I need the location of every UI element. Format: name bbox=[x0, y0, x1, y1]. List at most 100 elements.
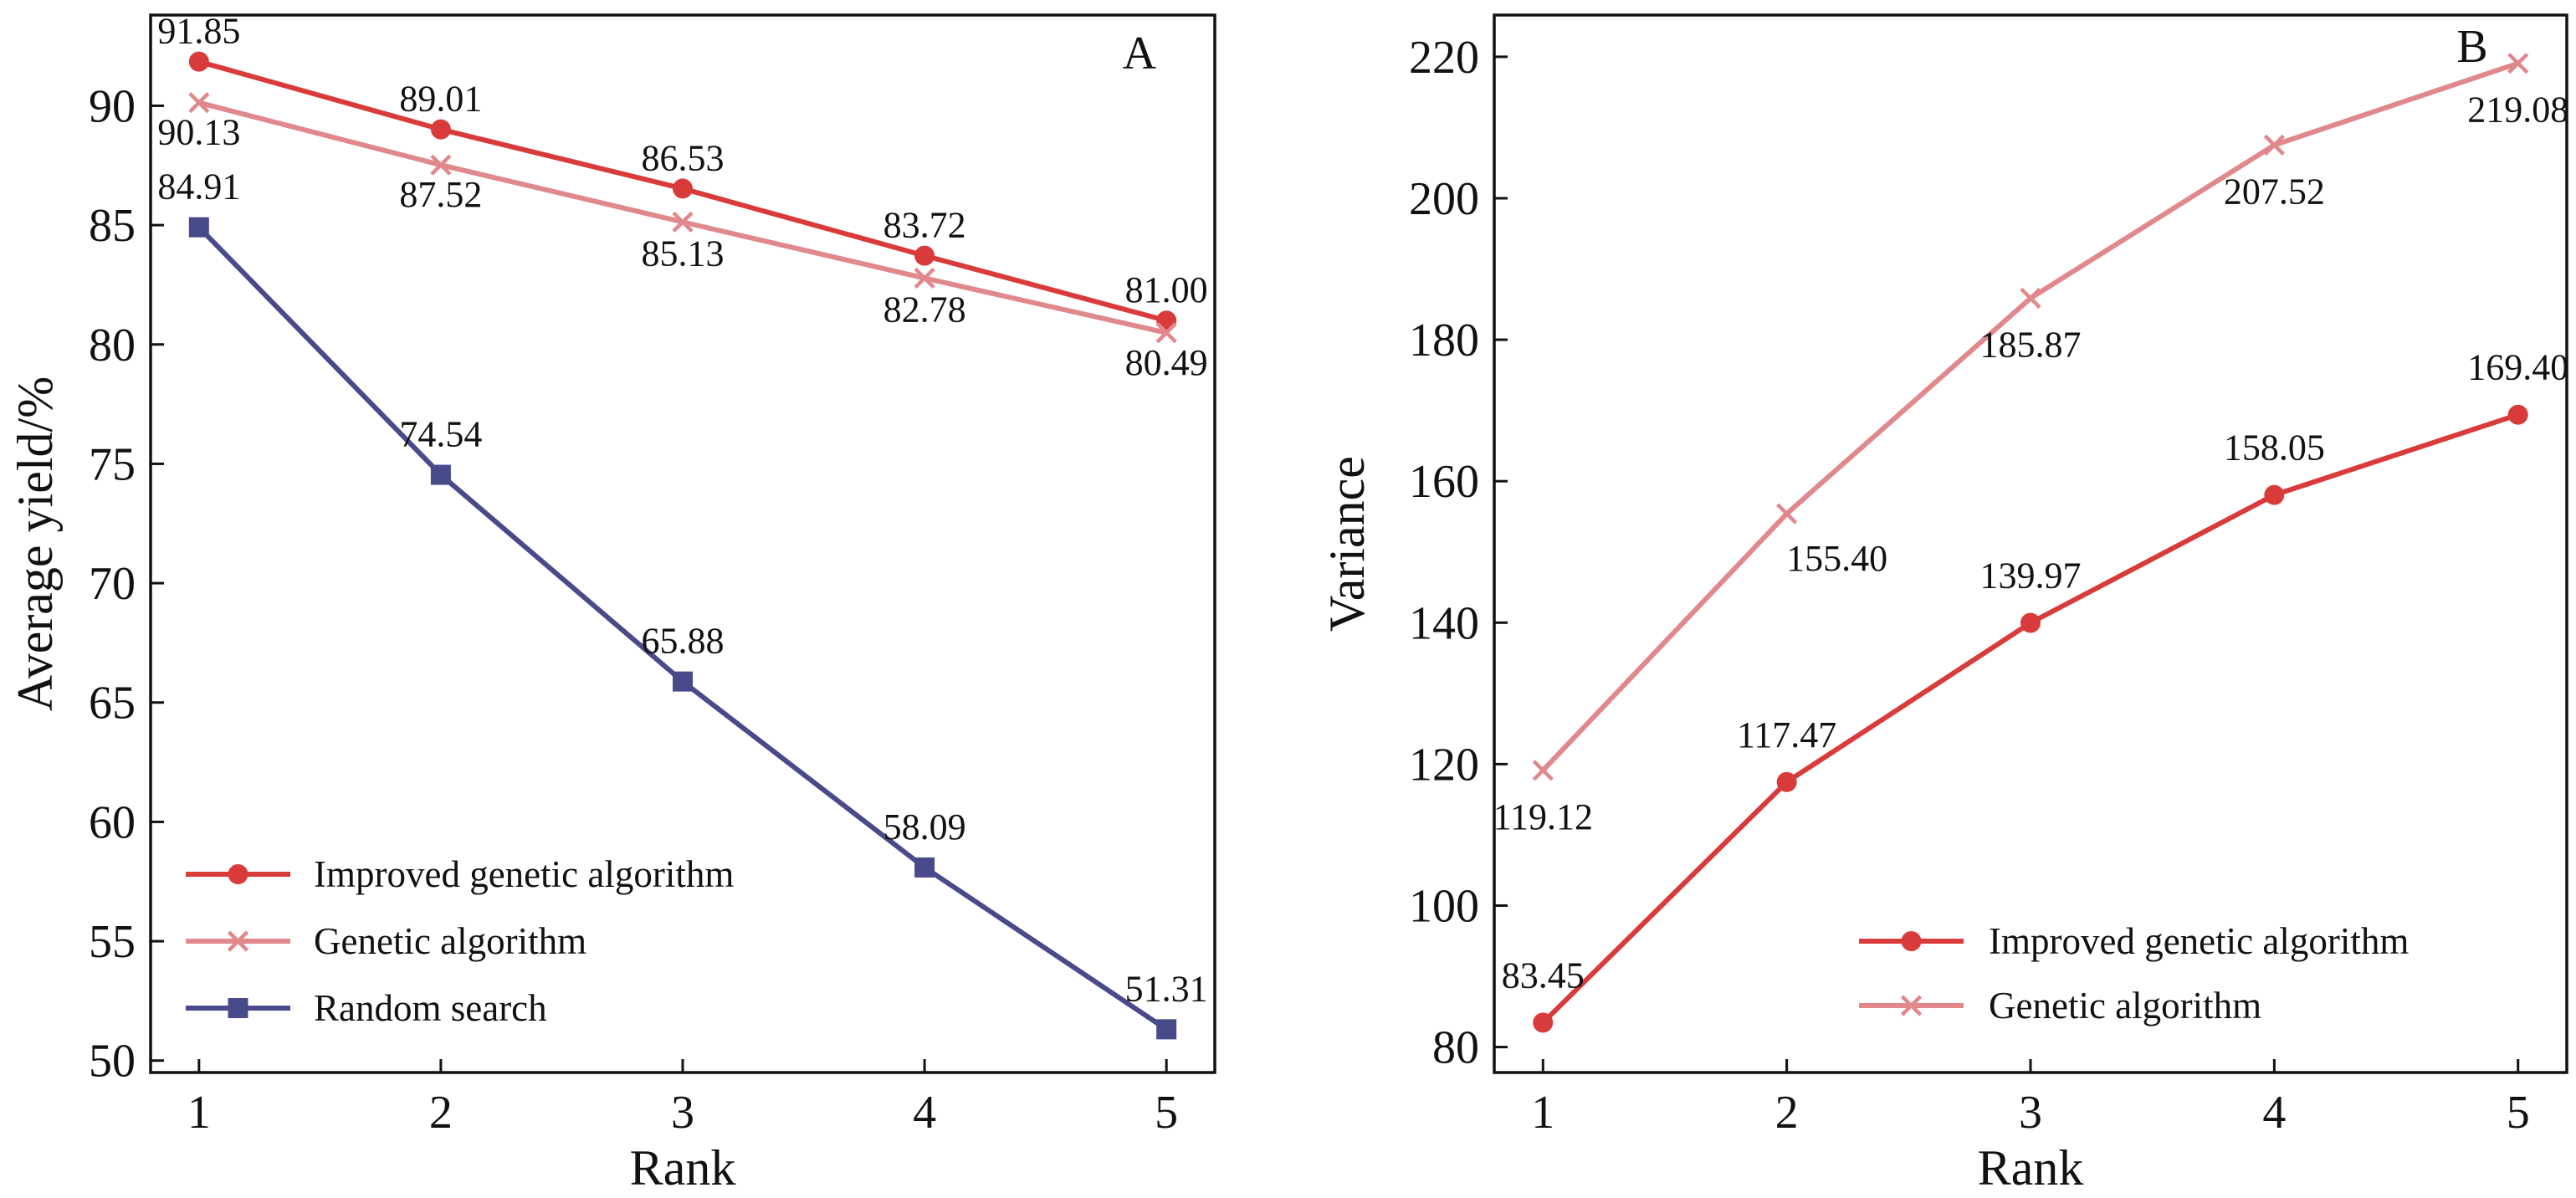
panel-a-series-2-data-label: 84.91 bbox=[157, 166, 240, 207]
panel-b-y-tick-label: 220 bbox=[1409, 32, 1479, 84]
panel-b-series-0-data-label: 117.47 bbox=[1737, 714, 1836, 755]
panel-a-series-1-point-stroke-b bbox=[1155, 322, 1177, 344]
panel-a-y-tick-label: 90 bbox=[89, 80, 136, 132]
panel-a-series-0-data-label: 86.53 bbox=[642, 137, 725, 178]
panel-a-x-tick-label: 3 bbox=[671, 1087, 694, 1139]
panel-a-legend-label: Improved genetic algorithm bbox=[314, 853, 734, 895]
panel-b-series-1-point bbox=[2507, 53, 2529, 74]
panel-b-letter: B bbox=[2456, 21, 2487, 73]
panel-a-legend-label: Genetic algorithm bbox=[314, 920, 586, 962]
panel-a-legend-marker bbox=[228, 864, 248, 884]
panel-a-y-tick-label: 65 bbox=[89, 678, 136, 730]
panel-a-x-tick-label: 1 bbox=[187, 1087, 211, 1139]
panel-a-series-2-data-label: 74.54 bbox=[399, 414, 482, 455]
panel-b-x-tick-label: 2 bbox=[1775, 1087, 1799, 1139]
panel-a-series-2-point bbox=[430, 464, 451, 485]
panel-b-x-tick-label: 5 bbox=[2507, 1087, 2530, 1139]
panel-b-y-tick-label: 160 bbox=[1409, 456, 1479, 508]
panel-a-series-0-point bbox=[673, 178, 693, 199]
panel-a-series-2-point bbox=[1156, 1019, 1177, 1040]
panel-a-series-1-data-label: 90.13 bbox=[157, 112, 240, 153]
panel-a-y-tick-label: 70 bbox=[89, 558, 136, 610]
panel-a-series-1-point-stroke-b bbox=[914, 267, 935, 289]
panel-b-series-0-point bbox=[1776, 771, 1797, 792]
panel-a-y-tick-label: 75 bbox=[89, 438, 136, 490]
panel-b-series-1-point bbox=[1532, 760, 1554, 781]
panel-a-series-1-point bbox=[1155, 322, 1177, 344]
panel-b-series-1-data-label: 219.08 bbox=[2467, 90, 2568, 131]
panel-a-series-0-data-label: 81.00 bbox=[1125, 269, 1208, 310]
panel-b-y-axis-title: Variance bbox=[1319, 456, 1375, 632]
panel-b-series-1-point-stroke-b bbox=[1776, 503, 1798, 525]
panel-a-legend-label: Random search bbox=[314, 987, 547, 1029]
panel-a-letter: A bbox=[1123, 28, 1157, 79]
panel-a-series-0-point bbox=[188, 51, 209, 72]
panel-a-series-1-point bbox=[914, 267, 935, 289]
panel-a-legend-marker-stroke-b bbox=[227, 930, 249, 952]
panel-b-series-1-data-label: 185.87 bbox=[1980, 324, 2082, 365]
panel-a-series-1-data-label: 80.49 bbox=[1125, 342, 1208, 383]
panel-b-series-1-data-label: 207.52 bbox=[2224, 171, 2325, 212]
panel-a-series-2-point bbox=[673, 671, 693, 692]
panel-b-series-1-data-label: 119.12 bbox=[1493, 796, 1593, 837]
panel-a-x-tick-label: 2 bbox=[429, 1087, 453, 1139]
panel-a-series-0-data-label: 83.72 bbox=[883, 205, 966, 246]
panel-a-series-2-data-label: 51.31 bbox=[1125, 968, 1208, 1009]
panel-a-series-1-data-label: 82.78 bbox=[883, 289, 966, 330]
panel-b-series-0-point bbox=[2020, 612, 2041, 633]
panel-a-x-axis-title: Rank bbox=[630, 1140, 736, 1195]
panel-a-series-0-point bbox=[430, 119, 451, 140]
panel-a-series-2-data-label: 65.88 bbox=[642, 621, 725, 662]
panel-b-legend-label: Improved genetic algorithm bbox=[1989, 920, 2409, 962]
panel-b-series-1-point-stroke-b bbox=[1532, 760, 1554, 781]
panel-b-series-0-point bbox=[2264, 484, 2285, 505]
panel-a-legend-marker bbox=[228, 998, 248, 1018]
panel-a-series-2-data-label: 58.09 bbox=[883, 806, 966, 847]
panel-b-legend-marker bbox=[1900, 995, 1923, 1016]
panel-a-series-1-point bbox=[188, 92, 210, 114]
panel-a-legend-marker bbox=[227, 930, 249, 952]
panel-b-y-tick-label: 140 bbox=[1409, 597, 1479, 649]
panel-b-legend-marker bbox=[1901, 931, 1922, 951]
panel-a-series-2-point bbox=[914, 857, 935, 878]
panel-b-series-1-line bbox=[1541, 60, 2519, 772]
panel-a-y-tick-label: 50 bbox=[89, 1036, 136, 1088]
panel-b-series-0-point bbox=[1533, 1012, 1554, 1033]
panel-b-x-tick-label: 1 bbox=[1531, 1087, 1554, 1139]
panel-a-series-2-point bbox=[188, 217, 209, 238]
panel-b-series-0-data-label: 158.05 bbox=[2224, 427, 2325, 468]
panel-a-series-0-point bbox=[914, 245, 935, 266]
panel-a-series-0-data-label: 91.85 bbox=[157, 11, 240, 52]
panel-a-x-tick-label: 5 bbox=[1155, 1087, 1178, 1139]
panel-b-legend-marker-stroke-b bbox=[1900, 995, 1923, 1016]
panel-a-y-tick-label: 55 bbox=[89, 916, 136, 968]
panel-b-x-tick-label: 4 bbox=[2262, 1087, 2286, 1139]
panel-b-series-0-data-label: 83.45 bbox=[1502, 955, 1585, 996]
panel-b-series-0-data-label: 169.40 bbox=[2467, 347, 2568, 388]
panel-b-y-tick-label: 120 bbox=[1409, 739, 1479, 791]
panel-b-y-tick-label: 100 bbox=[1409, 880, 1479, 932]
panel-b-x-tick-label: 3 bbox=[2019, 1087, 2042, 1139]
panel-a-series-1-data-label: 87.52 bbox=[399, 174, 482, 215]
panel-a-series-1-point-stroke-b bbox=[430, 154, 452, 176]
panel-a-series-0-data-label: 89.01 bbox=[399, 79, 482, 120]
panel-b-y-tick-label: 180 bbox=[1409, 315, 1479, 366]
panel-a-y-tick-label: 60 bbox=[89, 796, 136, 848]
panel-b-y-tick-label: 80 bbox=[1432, 1022, 1479, 1074]
panel-a-series-1-point-stroke-b bbox=[672, 211, 694, 233]
panel-b-series-0-point bbox=[2507, 404, 2528, 425]
panel-b-series-1-point bbox=[2020, 287, 2041, 310]
panel-a-series-1-point-stroke-b bbox=[188, 92, 210, 114]
panel-b-x-axis-title: Rank bbox=[1978, 1140, 2084, 1195]
panel-a-y-tick-label: 80 bbox=[89, 320, 136, 371]
panel-b-series-1-point bbox=[1776, 503, 1798, 525]
panel-a-y-tick-label: 85 bbox=[89, 200, 136, 252]
panel-b-legend-label: Genetic algorithm bbox=[1989, 985, 2261, 1026]
panel-b-series-1-point-stroke-b bbox=[2020, 287, 2041, 310]
panel-a-series-1-point bbox=[430, 154, 452, 176]
panel-b-series-1-point-stroke-b bbox=[2507, 53, 2529, 74]
panel-b-series-1-point bbox=[2263, 134, 2285, 156]
panel-a-series-1-point bbox=[672, 211, 694, 233]
panel-a-series-1-data-label: 85.13 bbox=[642, 233, 725, 274]
